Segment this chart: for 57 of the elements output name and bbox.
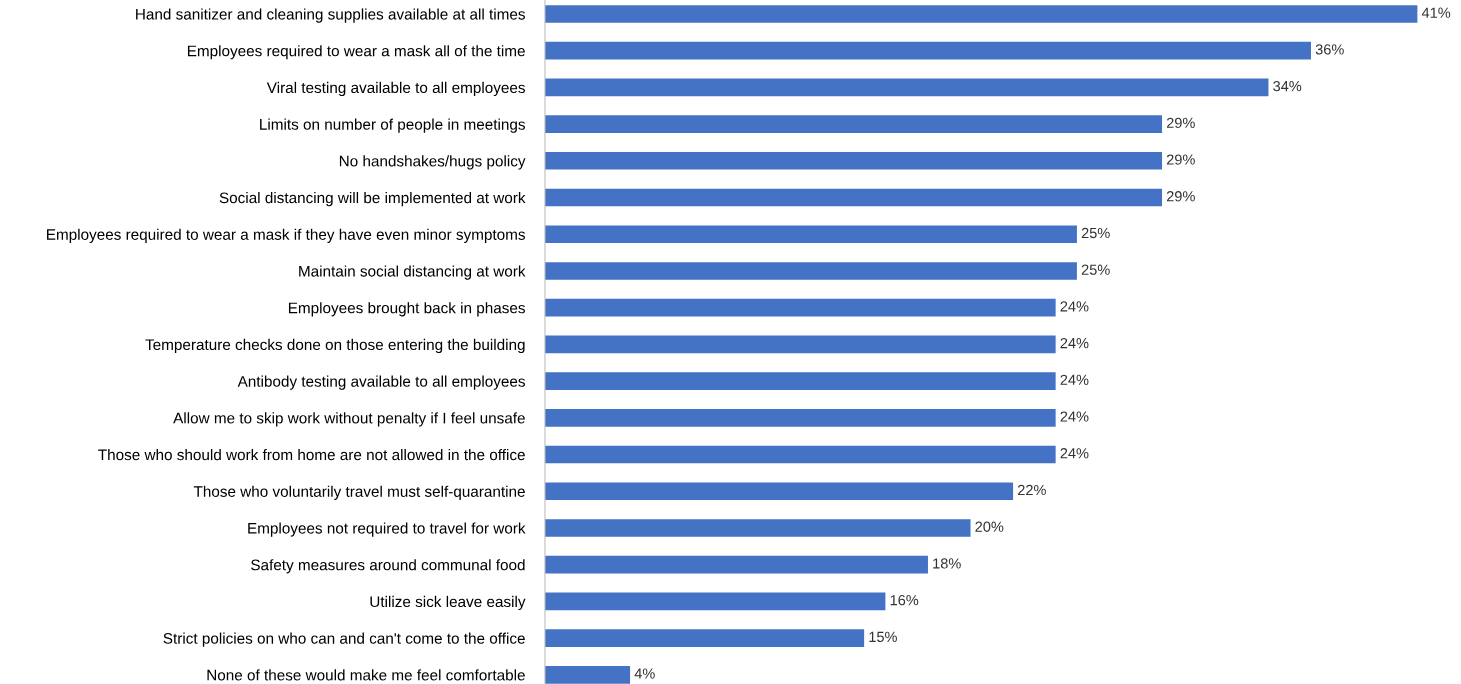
data-label: 16%	[890, 594, 919, 606]
bar	[544, 152, 1163, 170]
data-label: 22%	[1017, 484, 1046, 496]
bar	[544, 262, 1077, 280]
y-tick-label: Utilize sick leave easily	[370, 595, 526, 611]
bar	[544, 225, 1077, 244]
y-tick-label: Strict policies on who can and can't come to the office	[163, 632, 525, 647]
data-label: 24%	[1060, 337, 1089, 349]
y-tick-label: No handshakes/hugs policy	[339, 155, 526, 170]
y-tick-label: Hand sanitizer and cleaning supplies available at all times	[136, 8, 525, 23]
bar	[544, 41, 1311, 60]
bar	[544, 445, 1056, 464]
bar	[544, 188, 1163, 207]
data-label: 25%	[1081, 264, 1110, 275]
y-tick-label: None of these would make me feel comfortable	[207, 669, 525, 681]
y-tick-label: Employees not required to travel for work	[248, 522, 526, 537]
bar	[544, 666, 631, 684]
y-tick-label: Safety measures around communal food	[251, 559, 525, 574]
y-tick-label: Those who voluntarily travel must self-quarantine	[193, 485, 525, 500]
y-tick-label: Employees brought back in phases	[288, 302, 525, 317]
bar	[544, 298, 1056, 317]
data-label: 15%	[869, 631, 897, 643]
y-tick-label: Viral testing available to all employees	[266, 81, 525, 97]
bar	[544, 78, 1269, 97]
data-label: 29%	[1166, 154, 1195, 165]
data-label: 20%	[975, 521, 1004, 532]
bar	[544, 482, 1014, 501]
data-label: 24%	[1060, 301, 1089, 312]
y-tick-label: Temperature checks done on those entering the building	[145, 338, 525, 354]
y-tick-label: Employees required to wear a mask if they have even minor symptoms	[47, 228, 525, 243]
data-label: 25%	[1081, 227, 1110, 239]
y-tick-label: Allow me to skip work without penalty if I feel unsafe	[173, 412, 525, 427]
bar	[544, 519, 971, 537]
data-label: 24%	[1060, 411, 1089, 422]
y-tick-label: Limits on number of people in meetings	[260, 118, 525, 133]
data-label: 29%	[1166, 191, 1195, 202]
y-tick-label: Social distancing will be implemented at work	[219, 191, 526, 207]
data-label: 4%	[634, 668, 655, 679]
data-label: 41%	[1421, 7, 1451, 18]
data-label: 29%	[1166, 117, 1195, 129]
y-tick-label: Those who should work from home are not allowed in the office	[98, 449, 525, 461]
bar	[544, 335, 1056, 354]
data-label: 36%	[1315, 44, 1344, 55]
bar	[544, 409, 1056, 427]
bar	[544, 629, 865, 647]
bar	[544, 5, 1418, 23]
y-tick-label: Antibody testing available to all employees	[237, 375, 525, 390]
data-label: 24%	[1060, 374, 1089, 385]
bar	[544, 372, 1056, 390]
data-label: 24%	[1060, 448, 1089, 459]
bar	[544, 555, 928, 574]
y-tick-label: Employees required to wear a mask all of the time	[187, 45, 525, 60]
data-label: 18%	[933, 558, 961, 569]
data-label: 34%	[1273, 80, 1302, 92]
y-tick-label: Maintain social distancing at work	[299, 265, 526, 280]
bar	[544, 115, 1163, 133]
bar	[544, 592, 886, 611]
